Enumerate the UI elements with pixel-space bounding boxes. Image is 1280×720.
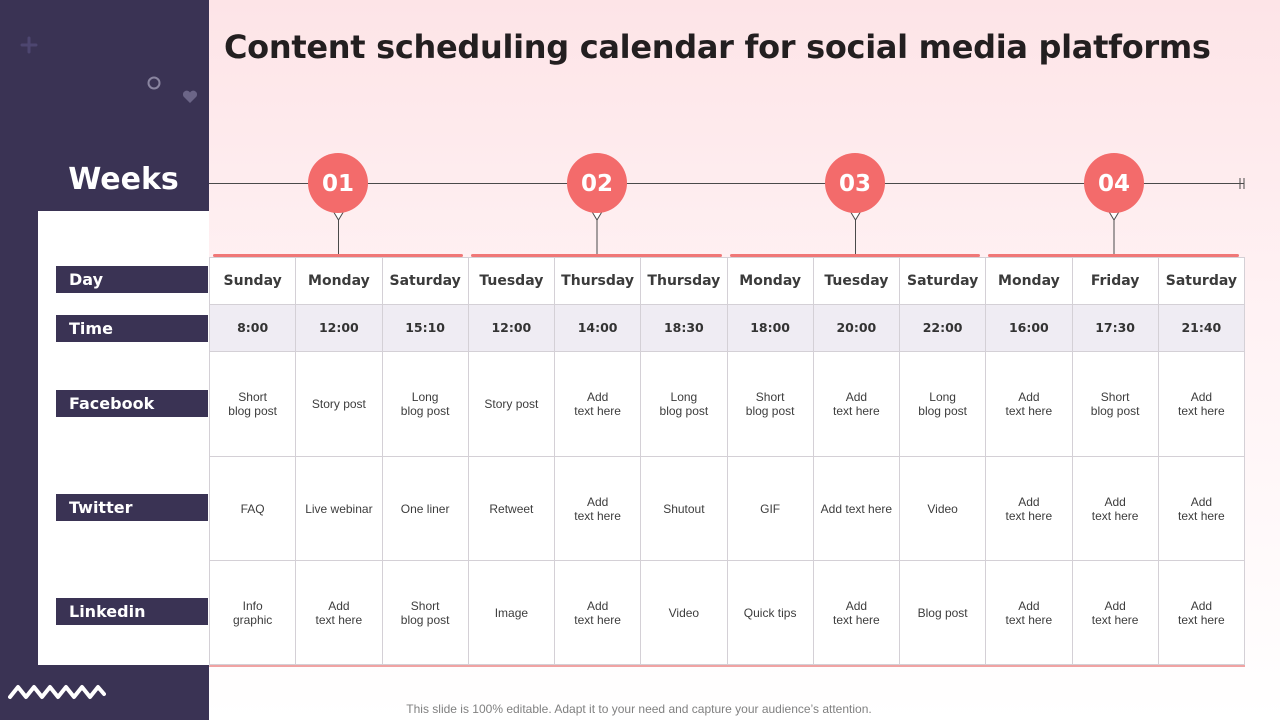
day-cell: Thursday <box>641 258 728 305</box>
linkedin-cell: Video <box>641 561 728 665</box>
linkedin-cell: Short blog post <box>382 561 469 665</box>
facebook-cell: Add text here <box>555 352 642 457</box>
week-circle-01: 01 <box>308 153 368 213</box>
linkedin-cell: Add text here <box>1072 561 1159 665</box>
time-cell: 18:00 <box>727 305 814 352</box>
facebook-cell: Story post <box>296 352 383 457</box>
row-label-time: Time <box>56 315 208 342</box>
twitter-cell: Add text here <box>1158 457 1245 561</box>
linkedin-cell: Info graphic <box>210 561 297 665</box>
linkedin-cell: Add text here <box>986 561 1073 665</box>
time-cell: 12:00 <box>468 305 555 352</box>
time-cell: 12:00 <box>296 305 383 352</box>
facebook-cell: Add text here <box>1158 352 1245 457</box>
facebook-cell: Long blog post <box>641 352 728 457</box>
week-bar-02 <box>471 254 722 257</box>
facebook-cell: Short blog post <box>727 352 814 457</box>
day-cell: Monday <box>986 258 1073 305</box>
day-cell: Saturday <box>382 258 469 305</box>
facebook-cell: Add text here <box>813 352 900 457</box>
time-cell: 21:40 <box>1158 305 1245 352</box>
day-cell: Monday <box>296 258 383 305</box>
linkedin-cell: Add text here <box>296 561 383 665</box>
twitter-cell: Video <box>900 457 987 561</box>
zigzag-icon <box>8 685 106 699</box>
row-label-day: Day <box>56 266 208 293</box>
facebook-cell: Long blog post <box>900 352 987 457</box>
twitter-cell: Add text here <box>813 457 900 561</box>
time-cell: 17:30 <box>1072 305 1159 352</box>
plus-icon <box>20 36 38 54</box>
facebook-cell: Add text here <box>986 352 1073 457</box>
day-cell: Friday <box>1072 258 1159 305</box>
weeks-label: Weeks <box>68 162 179 197</box>
time-cell: 8:00 <box>210 305 297 352</box>
twitter-cell: Add text here <box>986 457 1073 561</box>
time-cell: 22:00 <box>900 305 987 352</box>
week-circle-03: 03 <box>825 153 885 213</box>
row-label-linkedin: Linkedin <box>56 598 208 625</box>
day-cell: Monday <box>727 258 814 305</box>
twitter-cell: GIF <box>727 457 814 561</box>
footer-note: This slide is 100% editable. Adapt it to… <box>406 702 872 716</box>
time-cell: 20:00 <box>813 305 900 352</box>
day-cell: Saturday <box>900 258 987 305</box>
twitter-cell: FAQ <box>210 457 297 561</box>
week-bar-04 <box>988 254 1239 257</box>
twitter-cell: Retweet <box>468 457 555 561</box>
day-cell: Thursday <box>555 258 642 305</box>
time-cell: 18:30 <box>641 305 728 352</box>
linkedin-cell: Image <box>468 561 555 665</box>
time-cell: 14:00 <box>555 305 642 352</box>
facebook-cell: Short blog post <box>1072 352 1159 457</box>
linkedin-cell: Blog post <box>900 561 987 665</box>
week-bar-01 <box>213 254 463 257</box>
week-bar-03 <box>730 254 980 257</box>
week-circle-02: 02 <box>567 153 627 213</box>
linkedin-cell: Add text here <box>1158 561 1245 665</box>
facebook-cell: Short blog post <box>210 352 297 457</box>
twitter-cell: Add text here <box>555 457 642 561</box>
linkedin-cell: Add text here <box>813 561 900 665</box>
day-cell: Saturday <box>1158 258 1245 305</box>
facebook-cell: Long blog post <box>382 352 469 457</box>
linkedin-cell: Quick tips <box>727 561 814 665</box>
time-cell: 16:00 <box>986 305 1073 352</box>
twitter-cell: Shutout <box>641 457 728 561</box>
day-cell: Tuesday <box>813 258 900 305</box>
facebook-cell: Story post <box>468 352 555 457</box>
twitter-cell: One liner <box>382 457 469 561</box>
day-cell: Tuesday <box>468 258 555 305</box>
linkedin-cell: Add text here <box>555 561 642 665</box>
week-circle-04: 04 <box>1084 153 1144 213</box>
day-cell: Sunday <box>210 258 297 305</box>
circle-icon <box>147 76 161 90</box>
row-label-twitter: Twitter <box>56 494 208 521</box>
row-label-facebook: Facebook <box>56 390 208 417</box>
page-title: Content scheduling calendar for social m… <box>224 28 1211 66</box>
schedule-table: Sunday Monday Saturday Tuesday Thursday … <box>209 257 1245 667</box>
twitter-cell: Live webinar <box>296 457 383 561</box>
heart-icon <box>182 90 198 103</box>
twitter-cell: Add text here <box>1072 457 1159 561</box>
time-cell: 15:10 <box>382 305 469 352</box>
